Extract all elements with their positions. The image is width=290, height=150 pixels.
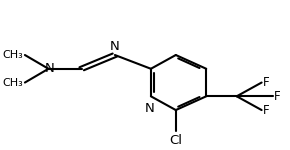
Text: N: N xyxy=(110,40,120,53)
Text: N: N xyxy=(145,102,154,115)
Text: CH₃: CH₃ xyxy=(3,78,23,88)
Text: N: N xyxy=(45,62,55,75)
Text: CH₃: CH₃ xyxy=(3,50,23,60)
Text: F: F xyxy=(263,103,270,117)
Text: F: F xyxy=(263,76,270,89)
Text: F: F xyxy=(274,90,281,103)
Text: Cl: Cl xyxy=(169,134,182,147)
